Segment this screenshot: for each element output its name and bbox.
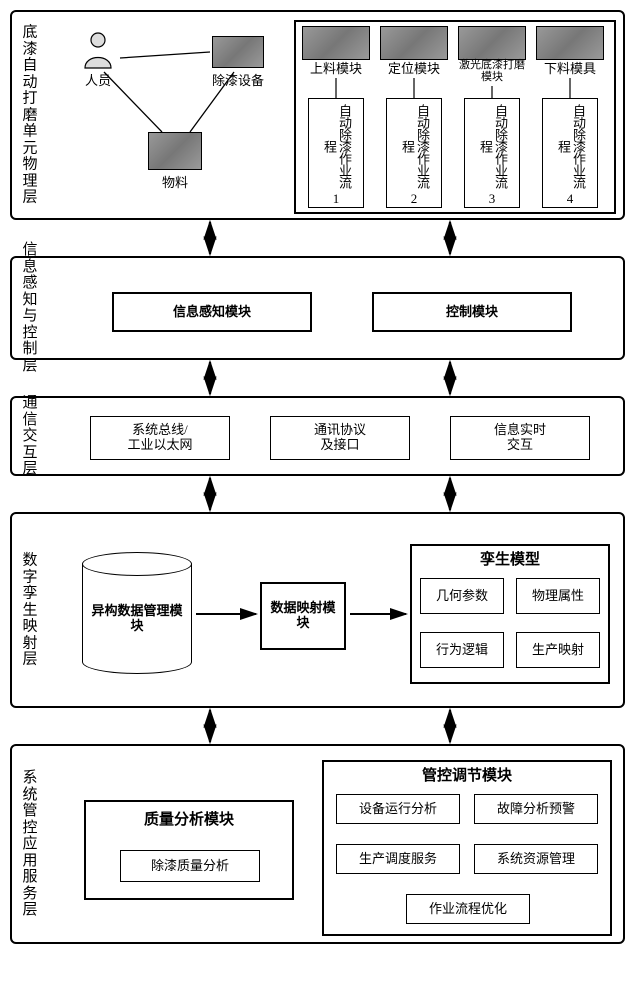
mapping-box: 数据映射模块 [260,582,346,650]
layer-3-label: 通信交互层 [18,395,42,478]
cylinder-top [82,552,192,576]
layer-2-label: 信息感知与控制层 [18,242,42,374]
equipment-label: 除漆设备 [207,70,269,89]
layer-3: 通信交互层 系统总线/工业以太网 通讯协议及接口 信息实时交互 [10,396,625,476]
material-icon [148,132,202,170]
layer-4: 数字孪生映射层 异构数据管理模块 数据映射模块 孪生模型 几何参数 物理属性 行… [10,512,625,708]
diagram-root: 底漆自动打磨单元物理层 人员 除漆设备 物料 上料模块 定位模块 激光底漆打磨模… [10,10,625,990]
material-label: 物料 [146,172,204,191]
module-1-label: 上料模块 [300,62,372,77]
twin-3: 行为逻辑 [420,632,504,668]
ctrl-3: 生产调度服务 [336,844,460,874]
flow-3: 自动除漆作业流程 3 [464,98,520,208]
twin-2: 物理属性 [516,578,600,614]
flow-4: 自动除漆作业流程 4 [542,98,598,208]
layer-2: 信息感知与控制层 信息感知模块 控制模块 [10,256,625,360]
control-title: 管控调节模块 [422,768,512,785]
module-4-label: 下料模具 [534,62,606,77]
ctrl-5: 作业流程优化 [406,894,530,924]
module-1-img [302,26,370,60]
equipment-icon [212,36,264,68]
module-3-img [458,26,526,60]
flow-1: 自动除漆作业流程 1 [308,98,364,208]
layer-5-label: 系统管控应用服务层 [18,770,42,919]
person-label: 人员 [74,70,122,89]
twin-1: 几何参数 [420,578,504,614]
quality-title: 质量分析模块 [144,812,234,829]
l2-box-1: 信息感知模块 [112,292,312,332]
twin-title: 孪生模型 [480,552,540,569]
l3-box-1: 系统总线/工业以太网 [90,416,230,460]
ctrl-4: 系统资源管理 [474,844,598,874]
quality-sub: 除漆质量分析 [120,850,260,882]
l2-box-2: 控制模块 [372,292,572,332]
flow-2: 自动除漆作业流程 2 [386,98,442,208]
layer-1: 底漆自动打磨单元物理层 人员 除漆设备 物料 上料模块 定位模块 激光底漆打磨模… [10,10,625,220]
module-4-img [536,26,604,60]
person-icon [78,30,118,70]
module-2-label: 定位模块 [378,62,450,77]
l3-box-2: 通讯协议及接口 [270,416,410,460]
ctrl-1: 设备运行分析 [336,794,460,824]
cylinder-body: 异构数据管理模块 [82,564,192,674]
layer-5: 系统管控应用服务层 质量分析模块 除漆质量分析 管控调节模块 设备运行分析 故障… [10,744,625,944]
twin-4: 生产映射 [516,632,600,668]
module-2-img [380,26,448,60]
layer-1-label: 底漆自动打磨单元物理层 [18,24,42,206]
layer-4-label: 数字孪生映射层 [18,552,42,668]
flow-1-txt: 自动除漆作业流程 [321,99,351,192]
module-3-label: 激光底漆打磨模块 [456,60,528,83]
ctrl-2: 故障分析预警 [474,794,598,824]
l3-box-3: 信息实时交互 [450,416,590,460]
